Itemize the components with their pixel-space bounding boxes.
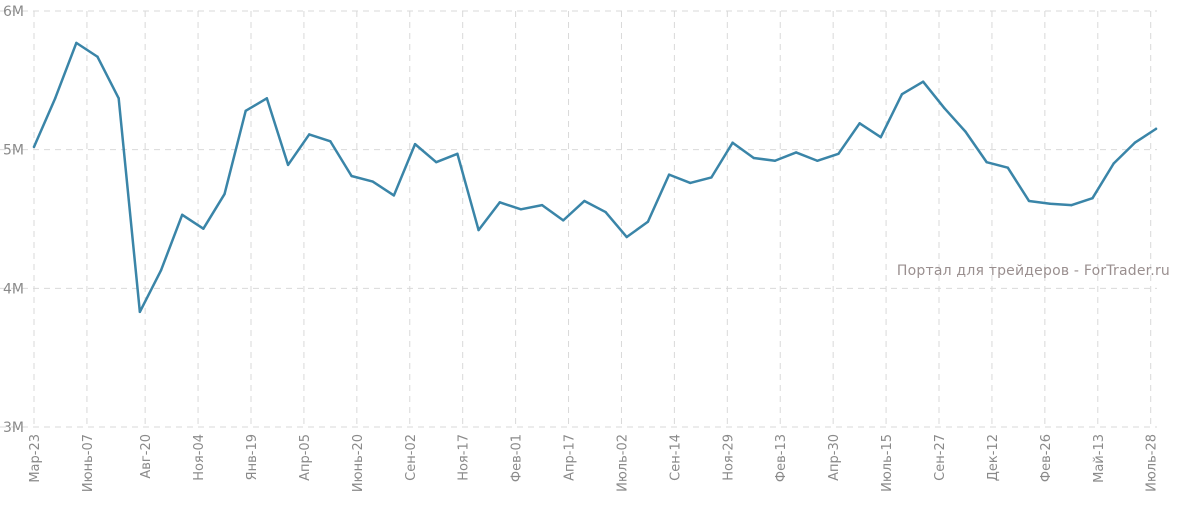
data-point xyxy=(456,152,459,156)
data-point xyxy=(159,269,163,272)
x-tick-label: Сен-27 xyxy=(933,434,948,481)
x-tick-label: Апр-30 xyxy=(827,434,842,481)
data-point xyxy=(519,208,523,211)
y-tick-label: 4M xyxy=(3,281,24,297)
data-point xyxy=(244,109,247,113)
data-point xyxy=(562,219,565,222)
data-point xyxy=(710,176,713,179)
data-point xyxy=(1112,162,1115,165)
y-tick-label: 5M xyxy=(3,143,24,159)
data-point xyxy=(604,210,607,214)
x-tick-label: Ноя-29 xyxy=(721,434,736,481)
data-point xyxy=(371,180,374,183)
x-tick-label: Ноя-04 xyxy=(192,434,207,481)
data-point xyxy=(985,160,988,164)
x-tick-label: Фев-01 xyxy=(510,434,525,482)
data-point xyxy=(689,181,692,185)
x-tick-label: Мар-23 xyxy=(28,434,43,483)
y-tick-label: 6M xyxy=(3,4,24,20)
data-point xyxy=(138,310,142,314)
x-tick-label: Апр-05 xyxy=(298,434,313,481)
x-tick-label: Апр-17 xyxy=(563,434,578,481)
y-axis-ticks: 3M 4M 5M 6M xyxy=(3,4,24,436)
data-point xyxy=(53,97,57,100)
data-point xyxy=(583,199,586,203)
data-point xyxy=(625,235,628,239)
data-point xyxy=(117,97,120,100)
data-point xyxy=(858,122,861,125)
data-point xyxy=(32,145,36,149)
data-point xyxy=(667,173,671,176)
data-point xyxy=(435,160,438,164)
x-tick-label: Авг-20 xyxy=(139,434,154,479)
data-point xyxy=(223,192,226,196)
x-tick-label: Июль-15 xyxy=(880,434,895,492)
data-point xyxy=(96,55,99,58)
data-point xyxy=(202,227,205,230)
data-point xyxy=(1070,203,1073,207)
data-point xyxy=(413,142,417,146)
x-tick-label: Сен-02 xyxy=(404,434,419,481)
x-tick-label: Май-13 xyxy=(1092,434,1107,483)
data-point xyxy=(1048,202,1052,205)
data-point xyxy=(540,203,544,207)
data-point xyxy=(879,135,882,139)
data-point xyxy=(329,140,332,143)
data-point xyxy=(1154,127,1158,131)
data-point xyxy=(286,163,290,167)
data-point xyxy=(1091,197,1094,200)
data-point xyxy=(1027,199,1031,203)
x-tick-label: Фев-13 xyxy=(774,434,789,482)
data-point xyxy=(1006,166,1010,169)
data-point xyxy=(731,141,734,144)
data-point xyxy=(964,130,967,133)
data-point xyxy=(498,201,501,204)
data-point xyxy=(308,133,311,136)
x-tick-label: Фев-26 xyxy=(1039,434,1054,482)
series-line xyxy=(32,41,1158,314)
x-tick-label: Июнь-07 xyxy=(81,434,96,492)
data-point xyxy=(943,106,946,110)
data-point xyxy=(900,93,904,96)
data-point xyxy=(392,194,396,197)
data-point xyxy=(794,151,798,154)
watermark-text: Портал для трейдеров - ForTrader.ru xyxy=(897,263,1170,279)
data-point xyxy=(752,156,755,160)
data-point xyxy=(75,41,78,45)
x-tick-label: Июль-28 xyxy=(1145,434,1160,492)
x-axis-ticks: Мар-23 Июнь-07 Авг-20 Ноя-04 Янв-19 Апр-05 Июн… xyxy=(28,434,1160,492)
data-point xyxy=(921,80,925,83)
data-point xyxy=(477,228,480,232)
x-tick-label: Ноя-17 xyxy=(457,434,472,481)
grid-layer xyxy=(0,10,1157,428)
x-tick-label: Июль-02 xyxy=(615,434,630,492)
data-point xyxy=(265,97,269,100)
x-tick-label: Июнь-20 xyxy=(351,434,366,492)
y-tick-label: 3M xyxy=(3,420,24,436)
data-point xyxy=(773,159,777,162)
data-point xyxy=(646,220,650,223)
data-point xyxy=(816,159,819,162)
series-points xyxy=(32,41,1158,314)
data-point xyxy=(837,152,840,156)
data-point xyxy=(180,213,184,217)
x-tick-label: Янв-19 xyxy=(245,434,260,480)
x-tick-label: Сен-14 xyxy=(668,434,683,481)
data-point xyxy=(350,174,353,178)
data-point xyxy=(1133,141,1137,144)
x-tick-label: Дек-12 xyxy=(986,434,1001,481)
